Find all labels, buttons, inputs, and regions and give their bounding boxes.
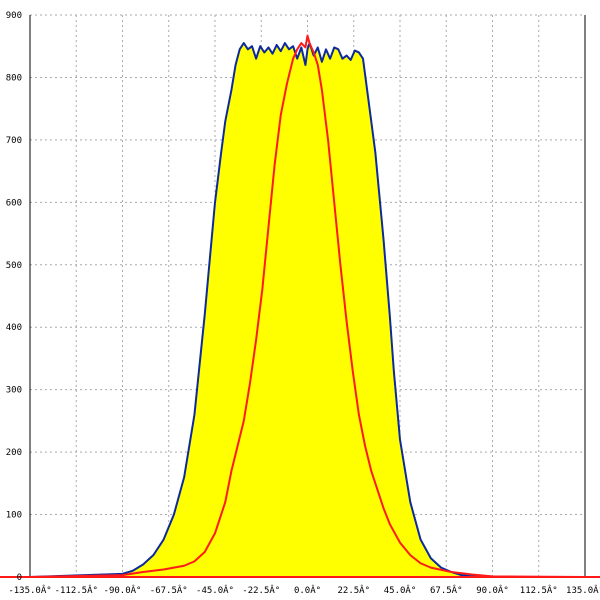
y-tick-label: 300 [6, 386, 22, 396]
y-tick-label: 0 [17, 573, 22, 583]
x-tick-label: -112.5Â° [55, 584, 98, 596]
x-tick-label: -67.5Â° [150, 584, 188, 596]
x-tick-label: -22.5Â° [242, 584, 280, 596]
y-tick-label: 400 [6, 323, 22, 333]
y-tick-label: 800 [6, 73, 22, 83]
series-1-line [29, 34, 586, 578]
y-tick-label: 900 [6, 11, 22, 21]
y-tick-label: 600 [6, 198, 22, 208]
frame [0, 15, 600, 578]
x-tick-label: -90.0Â° [104, 584, 142, 596]
y-tick-labels: 0 100 200 300 400 500 600 700 800 900 [6, 11, 22, 583]
series-0-area [30, 43, 585, 578]
y-tick-label: 700 [6, 136, 22, 146]
x-tick-label: 22.5Â° [337, 584, 370, 596]
x-tick-label: 112.5Â° [520, 584, 558, 596]
y-tick-label: 100 [6, 511, 22, 521]
x-tick-label: -45.0Â° [196, 584, 234, 596]
x-tick-label: 67.5Â° [430, 584, 463, 596]
x-tick-label: 0.0Â° [294, 584, 321, 596]
x-tick-label: 135.0Â° [566, 584, 600, 596]
y-tick-label: 500 [6, 261, 22, 271]
series-layer [29, 34, 586, 578]
x-tick-label: 90.0Â° [476, 584, 509, 596]
x-tick-label: -135.0Â° [8, 584, 51, 596]
series-0-line [29, 42, 585, 578]
y-tick-label: 200 [6, 448, 22, 458]
x-tick-label: 45.0Â° [384, 584, 417, 596]
x-tick-labels: -135.0Â° -112.5Â° -90.0Â° -67.5Â° -45.0Â° -22… [8, 584, 600, 596]
